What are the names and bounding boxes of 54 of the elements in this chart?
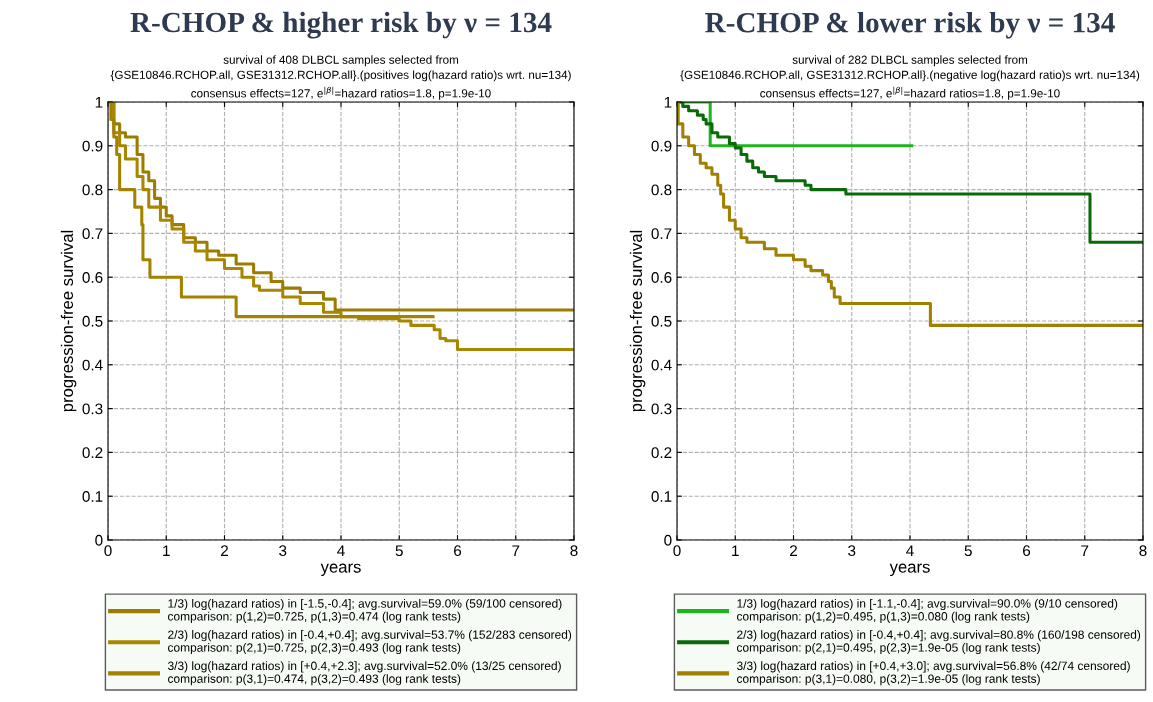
y-tick-label: 1 — [664, 97, 672, 108]
x-tick-label: 5 — [964, 545, 972, 557]
y-tick-label: 0.8 — [651, 184, 672, 196]
legend-label: 2/3) log(hazard ratios) in [-0.4,+0.4]; avg.survival=53.7% (152/283 censored) comparison: p(2,1)=0.725, p(2,3)=0.493 (log rank tests) — [168, 630, 572, 655]
legend-label: 3/3) log(hazard ratios) in [+0.4,+2.3]; avg.survival=52.0% (13/25 censored) comparison: p(3,1)=0.474, p(3,2)=0.493 (log rank tests) — [167, 661, 561, 686]
y-tick-label: 0 — [664, 534, 672, 546]
chart-title: R-CHOP & lower risk by ν = 134 — [705, 11, 1115, 39]
y-axis-title: progression-free survival — [60, 230, 77, 412]
x-axis-title: years — [889, 563, 930, 577]
y-tick-label: 0.6 — [651, 272, 672, 283]
x-tick-label: 0 — [673, 545, 681, 557]
y-tick-label: 0.2 — [82, 447, 103, 459]
x-tick-label: 4 — [337, 545, 345, 556]
x-tick-label: 0 — [104, 545, 112, 557]
chart-subtitle: survival of 282 DLBCL samples selected from {GSE10846.RCHOP.all, GSE31312.RCHOP.all}.(negative log(hazard ratio)s wrt. nu=134) consensus effects=127, e$^{|β|}$=hazard ratios=1.8, p=1.9e-10 — [680, 55, 1140, 100]
x-tick-label: 6 — [454, 545, 462, 557]
y-tick-label: 0.4 — [651, 359, 672, 371]
x-tick-label: 4 — [906, 545, 914, 556]
y-tick-label: 0 — [95, 534, 103, 546]
legend-label: 3/3) log(hazard ratios) in [+0.4,+3.0]; avg.survival=56.8% (42/74 censored) comparison: p(3,1)=0.080, p(3,2)=1.9e-05 (log rank tests) — [736, 661, 1130, 686]
x-tick-label: 2 — [221, 545, 228, 556]
y-tick-label: 0.5 — [651, 315, 672, 327]
x-tick-label: 2 — [790, 545, 797, 556]
y-tick-label: 0.8 — [82, 184, 103, 196]
y-tick-label: 0.5 — [82, 315, 103, 327]
y-tick-label: 1 — [95, 97, 103, 108]
x-tick-label: 6 — [1023, 545, 1031, 557]
x-tick-label: 1 — [732, 545, 739, 556]
y-tick-label: 0.7 — [651, 228, 672, 240]
y-tick-label: 0.3 — [82, 403, 103, 415]
x-tick-label: 1 — [163, 545, 170, 556]
x-axis-title: years — [320, 563, 361, 577]
legend-label: 1/3) log(hazard ratios) in [-1.1,-0.4]; avg.survival=90.0% (9/10 censored) comparison: p(1,2)=0.495, p(1,3)=0.080 (log rank tests) — [737, 598, 1118, 623]
chart-subtitle: survival of 408 DLBCL samples selected from {GSE10846.RCHOP.all, GSE31312.RCHOP.all}.(positives log(hazard ratio)s wrt. nu=134) consensus effects=127, e$^{|β|}$=hazard ratios=1.8, p=1.9e-10 — [110, 55, 571, 100]
y-axis-title: progression-free survival — [629, 230, 646, 412]
legend-label: 2/3) log(hazard ratios) in [-0.4,+0.4]; avg.survival=80.8% (160/198 censored) comparison: p(2,1)=0.495, p(2,3)=1.9e-05 (log rank tests) — [737, 630, 1141, 655]
x-tick-label: 3 — [848, 545, 856, 557]
x-tick-label: 8 — [570, 545, 578, 557]
y-tick-label: 0.3 — [651, 403, 672, 415]
y-tick-label: 0.4 — [82, 359, 103, 371]
x-tick-label: 5 — [395, 545, 403, 557]
y-tick-label: 0.9 — [82, 140, 103, 152]
y-tick-label: 0.1 — [651, 491, 672, 502]
y-tick-label: 0.7 — [82, 228, 103, 240]
x-tick-label: 7 — [512, 545, 520, 556]
legend-label: 1/3) log(hazard ratios) in [-1.5,-0.4]; avg.survival=59.0% (59/100 censored) comparison: p(1,2)=0.725, p(1,3)=0.474 (log rank tests) — [168, 598, 562, 623]
x-tick-label: 8 — [1139, 545, 1147, 557]
y-tick-label: 0.1 — [82, 491, 103, 502]
y-tick-label: 0.6 — [82, 272, 103, 283]
chart-title: R-CHOP & higher risk by ν = 134 — [130, 11, 552, 39]
y-tick-label: 0.9 — [651, 140, 672, 152]
y-tick-label: 0.2 — [651, 447, 672, 459]
x-tick-label: 7 — [1081, 545, 1089, 556]
x-tick-label: 3 — [279, 545, 287, 557]
